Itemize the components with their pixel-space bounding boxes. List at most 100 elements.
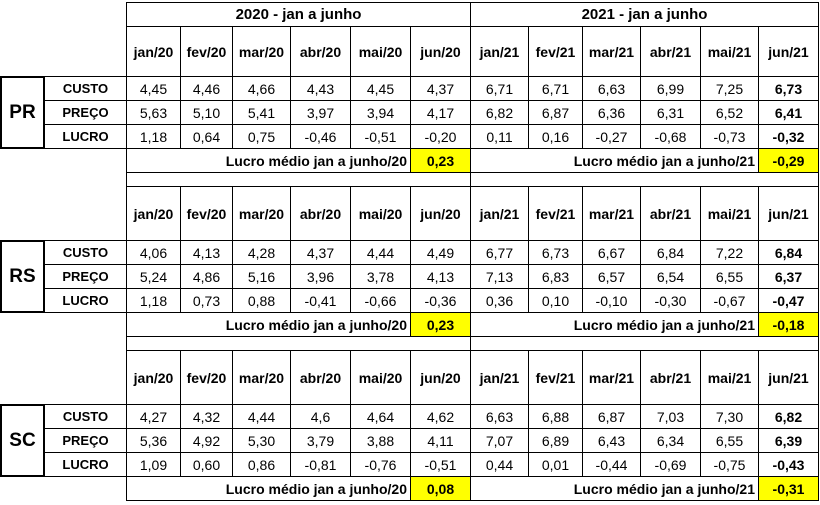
row-label-preço: PREÇO — [44, 264, 127, 289]
value-cell: 4,11 — [410, 428, 471, 453]
month-header-abr-20: abr/20 — [290, 26, 351, 77]
value-cell: 6,57 — [582, 264, 641, 289]
value-cell: 6,31 — [640, 100, 701, 125]
value-cell: -0,44 — [582, 452, 641, 477]
value-cell: -0,68 — [640, 124, 701, 149]
value-cell: -0,76 — [350, 452, 411, 477]
year-header-2020: 2020 - jan a junho — [126, 2, 471, 27]
value-cell: 6,63 — [582, 76, 641, 101]
value-cell: 3,88 — [350, 428, 411, 453]
summary-label-2020: Lucro médio jan a junho/20 — [126, 476, 411, 501]
month-header-mar-20: mar/20 — [232, 186, 291, 241]
value-cell: 6,88 — [528, 404, 583, 429]
value-cell: 4,13 — [180, 240, 233, 265]
row-label-custo: CUSTO — [44, 404, 127, 429]
month-header-fev-20: fev/20 — [180, 350, 233, 405]
summary-label-2020: Lucro médio jan a junho/20 — [126, 148, 411, 173]
avg-profit-2020: 0,08 — [410, 476, 471, 501]
month-header-jun-20: jun/20 — [410, 26, 471, 77]
value-cell: 4,45 — [350, 76, 411, 101]
value-cell: 4,46 — [180, 76, 233, 101]
spacer-row — [126, 172, 471, 187]
value-cell: -0,43 — [758, 452, 819, 477]
value-cell: 3,96 — [290, 264, 351, 289]
spacer-row — [126, 336, 471, 351]
value-cell: 6,89 — [528, 428, 583, 453]
value-cell: 4,28 — [232, 240, 291, 265]
month-header-jun-21: jun/21 — [758, 350, 819, 405]
month-header-abr-21: abr/21 — [640, 186, 701, 241]
summary-label-2021: Lucro médio jan a junho/21 — [470, 312, 759, 337]
value-cell: 0,64 — [180, 124, 233, 149]
row-label-lucro: LUCRO — [44, 288, 127, 313]
value-cell: 0,11 — [470, 124, 529, 149]
avg-profit-2021: -0,31 — [758, 476, 819, 501]
value-cell: 4,64 — [350, 404, 411, 429]
value-cell: 6,73 — [758, 76, 819, 101]
month-header-mai-20: mai/20 — [350, 26, 411, 77]
month-header-abr-21: abr/21 — [640, 350, 701, 405]
value-cell: 4,45 — [126, 76, 181, 101]
value-cell: 6,67 — [582, 240, 641, 265]
value-cell: 4,13 — [410, 264, 471, 289]
value-cell: 6,55 — [700, 428, 759, 453]
value-cell: 1,18 — [126, 124, 181, 149]
value-cell: 0,10 — [528, 288, 583, 313]
value-cell: 6,36 — [582, 100, 641, 125]
month-header-jun-21: jun/21 — [758, 26, 819, 77]
value-cell: 6,39 — [758, 428, 819, 453]
month-header-abr-20: abr/20 — [290, 350, 351, 405]
value-cell: 3,79 — [290, 428, 351, 453]
value-cell: 4,6 — [290, 404, 351, 429]
row-label-lucro: LUCRO — [44, 124, 127, 149]
row-label-custo: CUSTO — [44, 240, 127, 265]
month-header-jan-21: jan/21 — [470, 26, 529, 77]
value-cell: 6,82 — [470, 100, 529, 125]
value-cell: 6,83 — [528, 264, 583, 289]
value-cell: 6,34 — [640, 428, 701, 453]
value-cell: 4,66 — [232, 76, 291, 101]
value-cell: -0,66 — [350, 288, 411, 313]
month-header-mai-21: mai/21 — [700, 350, 759, 405]
month-header-fev-21: fev/21 — [528, 186, 583, 241]
month-header-mai-21: mai/21 — [700, 186, 759, 241]
value-cell: 6,52 — [700, 100, 759, 125]
value-cell: 4,44 — [232, 404, 291, 429]
value-cell: 6,73 — [528, 240, 583, 265]
month-header-mai-20: mai/20 — [350, 350, 411, 405]
value-cell: 7,25 — [700, 76, 759, 101]
value-cell: 5,36 — [126, 428, 181, 453]
value-cell: -0,51 — [350, 124, 411, 149]
month-header-abr-21: abr/21 — [640, 26, 701, 77]
value-cell: 1,09 — [126, 452, 181, 477]
avg-profit-2020: 0,23 — [410, 148, 471, 173]
value-cell: 7,22 — [700, 240, 759, 265]
value-cell: 6,82 — [758, 404, 819, 429]
value-cell: 4,44 — [350, 240, 411, 265]
value-cell: 5,10 — [180, 100, 233, 125]
value-cell: 0,44 — [470, 452, 529, 477]
value-cell: 4,27 — [126, 404, 181, 429]
state-label-pr: PR — [0, 76, 45, 149]
year-header-2021: 2021 - jan a junho — [470, 2, 819, 27]
state-label-rs: RS — [0, 240, 45, 313]
value-cell: 4,86 — [180, 264, 233, 289]
value-cell: 5,24 — [126, 264, 181, 289]
value-cell: 4,17 — [410, 100, 471, 125]
value-cell: 3,97 — [290, 100, 351, 125]
month-header-jun-20: jun/20 — [410, 186, 471, 241]
month-header-mar-21: mar/21 — [582, 26, 641, 77]
value-cell: -0,20 — [410, 124, 471, 149]
value-cell: -0,10 — [582, 288, 641, 313]
value-cell: 4,37 — [290, 240, 351, 265]
month-header-fev-21: fev/21 — [528, 26, 583, 77]
value-cell: 1,18 — [126, 288, 181, 313]
value-cell: 4,49 — [410, 240, 471, 265]
month-header-jun-21: jun/21 — [758, 186, 819, 241]
value-cell: 7,03 — [640, 404, 701, 429]
month-header-fev-20: fev/20 — [180, 186, 233, 241]
month-header-mai-21: mai/21 — [700, 26, 759, 77]
month-header-abr-20: abr/20 — [290, 186, 351, 241]
month-header-jan-20: jan/20 — [126, 26, 181, 77]
month-header-mar-21: mar/21 — [582, 186, 641, 241]
